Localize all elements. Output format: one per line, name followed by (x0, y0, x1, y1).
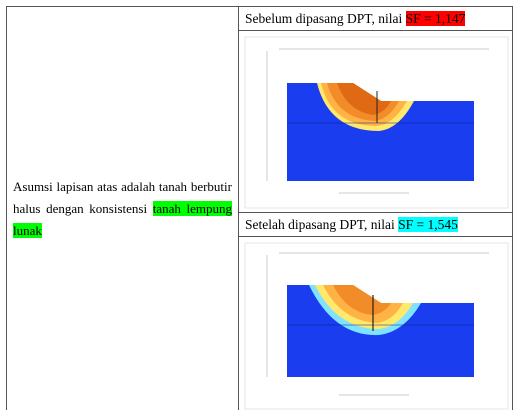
sf-value: SF = 1,147 (406, 11, 466, 26)
document: Asumsi lapisan atas adalah tanah berbuti… (0, 0, 517, 410)
image-cell (238, 236, 513, 410)
header-before: Sebelum dipasang DPT, nilai SF = 1,147 (238, 6, 513, 31)
sf-value: SF = 1,545 (398, 217, 458, 232)
sf-plot-after (239, 237, 514, 411)
assumption-text: Asumsi lapisan atas adalah tanah berbuti… (13, 176, 232, 242)
sf-plot-before (239, 31, 514, 214)
header-after: Setelah dipasang DPT, nilai SF = 1,545 (238, 212, 513, 237)
label: Setelah dipasang DPT, nilai (245, 217, 398, 232)
label: Sebelum dipasang DPT, nilai (245, 11, 406, 26)
image-cell (238, 30, 513, 213)
left-cell: Asumsi lapisan atas adalah tanah berbuti… (6, 6, 239, 410)
